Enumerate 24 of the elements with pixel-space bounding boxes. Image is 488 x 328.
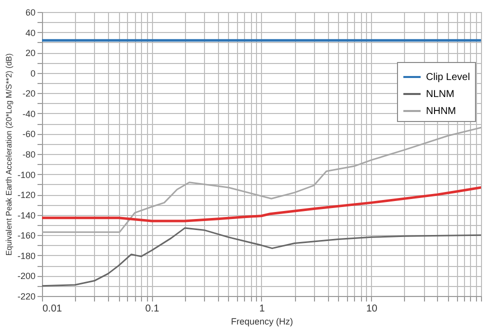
y-tick-label: -100 (17, 170, 36, 180)
y-tick-label: 40 (25, 28, 36, 38)
x-tick-label: 0.01 (42, 304, 62, 314)
y-tick-label: -140 (17, 210, 36, 220)
y-axis-title: Equivalent Peak Earth Acceleration (20*Log M/S**2) (dB) (4, 53, 14, 256)
y-tick-label: -80 (22, 150, 36, 160)
y-tick-label: -160 (17, 230, 36, 241)
x-tick-label: 1 (259, 304, 266, 314)
y-tick-label: -40 (22, 108, 36, 119)
legend-label: NLNM (426, 89, 454, 100)
y-tick-label: 0 (30, 68, 36, 78)
y-tick-label: 60 (25, 8, 36, 18)
legend-label: Clip Level (426, 72, 470, 83)
y-tick-label: -180 (17, 250, 36, 261)
y-tick-label: -120 (17, 190, 36, 200)
y-tick-label: -220 (17, 292, 36, 302)
x-tick-label: 10 (366, 304, 378, 314)
legend-label: NHNM (426, 106, 456, 117)
y-tick-label: -200 (17, 271, 36, 282)
y-tick-label: -20 (22, 88, 36, 99)
x-axis-title: Frequency (Hz) (230, 316, 294, 326)
x-tick-label: 0.1 (145, 304, 160, 314)
y-tick-label: -60 (22, 129, 36, 140)
y-tick-label: 20 (25, 48, 36, 58)
